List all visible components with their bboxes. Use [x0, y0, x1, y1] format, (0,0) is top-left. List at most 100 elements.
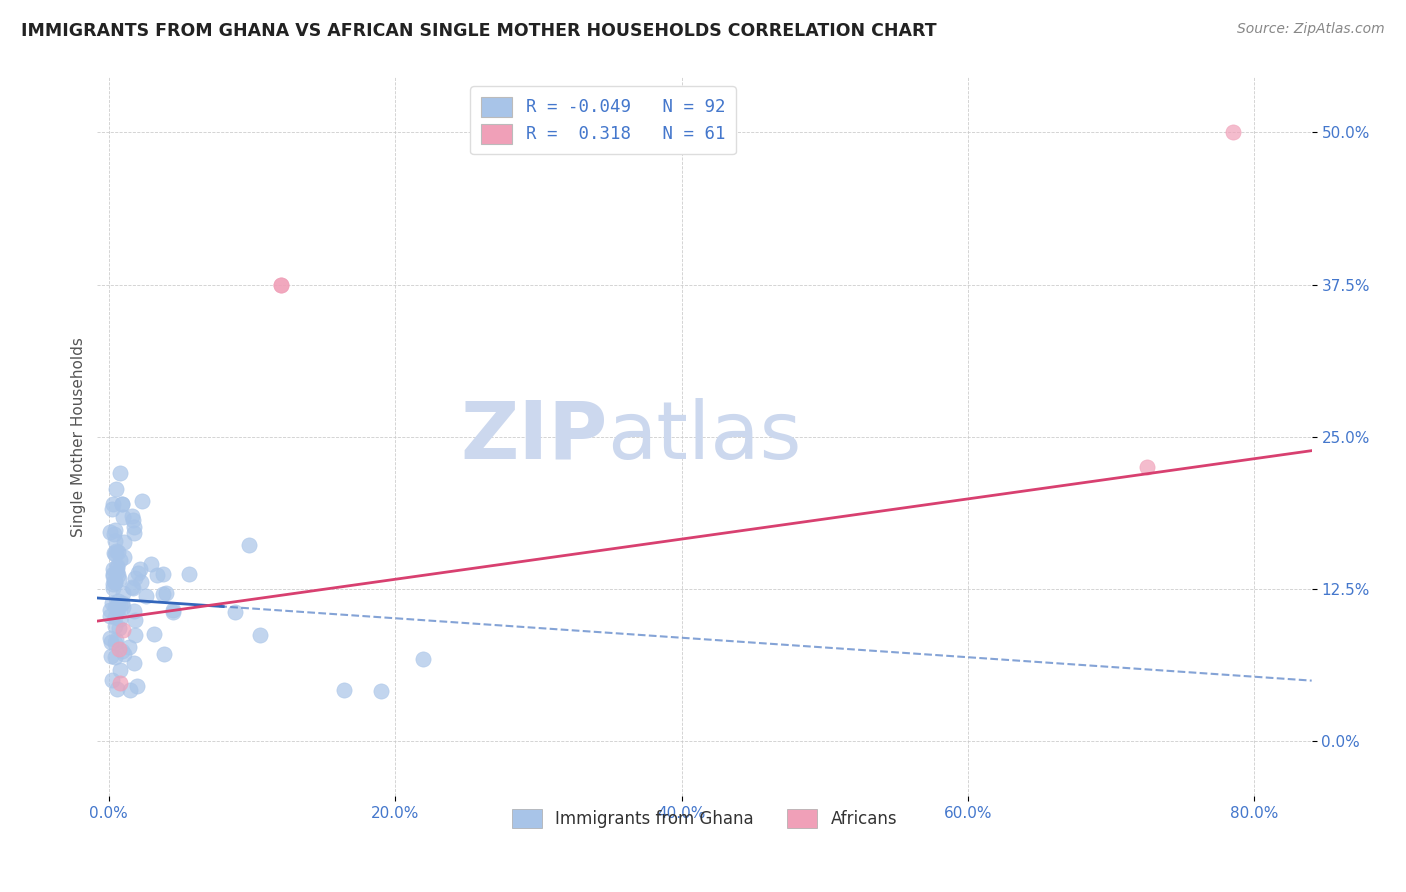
- Point: [100, 673, 122, 688]
- Point: [98, 603, 121, 617]
- Point: [98, 524, 121, 539]
- Point: [111, 497, 134, 511]
- Point: [104, 610, 127, 624]
- Point: [162, 602, 184, 616]
- Point: [332, 683, 354, 698]
- Point: [112, 535, 135, 549]
- Point: [270, 277, 292, 292]
- Point: [98, 631, 121, 645]
- Point: [112, 600, 135, 615]
- Point: [112, 647, 135, 661]
- Point: [105, 482, 128, 496]
- Point: [155, 586, 177, 600]
- Text: Source: ZipAtlas.com: Source: ZipAtlas.com: [1237, 22, 1385, 37]
- Point: [121, 581, 143, 595]
- Point: [412, 652, 434, 666]
- Point: [104, 523, 127, 537]
- Point: [108, 612, 131, 626]
- Point: [122, 656, 145, 670]
- Point: [122, 525, 145, 540]
- Point: [104, 534, 127, 549]
- Point: [105, 633, 128, 648]
- Point: [111, 509, 134, 524]
- Point: [1136, 460, 1159, 475]
- Point: [143, 627, 166, 641]
- Point: [107, 544, 129, 558]
- Y-axis label: Single Mother Households: Single Mother Households: [72, 337, 86, 537]
- Point: [112, 586, 135, 600]
- Point: [124, 604, 146, 618]
- Point: [107, 568, 129, 582]
- Point: [108, 598, 131, 612]
- Point: [127, 566, 149, 580]
- Point: [121, 508, 143, 523]
- Point: [101, 567, 124, 582]
- Point: [370, 683, 392, 698]
- Point: [125, 679, 148, 693]
- Point: [100, 501, 122, 516]
- Point: [103, 582, 125, 596]
- Text: atlas: atlas: [607, 398, 801, 475]
- Point: [111, 644, 134, 658]
- Point: [238, 538, 260, 552]
- Point: [101, 497, 124, 511]
- Point: [111, 624, 134, 638]
- Point: [131, 575, 153, 590]
- Point: [104, 650, 127, 665]
- Point: [110, 675, 132, 690]
- Point: [110, 596, 132, 610]
- Point: [108, 621, 131, 635]
- Point: [124, 613, 146, 627]
- Point: [122, 520, 145, 534]
- Point: [152, 647, 174, 661]
- Point: [103, 574, 125, 589]
- Text: ZIP: ZIP: [460, 398, 607, 475]
- Point: [105, 544, 128, 558]
- Point: [107, 566, 129, 580]
- Point: [131, 493, 153, 508]
- Point: [103, 527, 125, 541]
- Point: [224, 605, 246, 619]
- Point: [129, 561, 152, 575]
- Point: [107, 594, 129, 608]
- Point: [162, 605, 184, 619]
- Point: [107, 572, 129, 586]
- Legend: Immigrants from Ghana, Africans: Immigrants from Ghana, Africans: [505, 802, 904, 835]
- Point: [118, 640, 141, 654]
- Point: [100, 635, 122, 649]
- Point: [105, 560, 128, 574]
- Point: [1222, 125, 1244, 139]
- Point: [108, 467, 131, 481]
- Point: [103, 546, 125, 560]
- Point: [179, 566, 201, 581]
- Point: [104, 574, 127, 589]
- Point: [249, 627, 271, 641]
- Point: [139, 557, 162, 571]
- Point: [104, 619, 127, 633]
- Point: [121, 580, 143, 594]
- Point: [124, 628, 146, 642]
- Point: [146, 568, 169, 582]
- Point: [101, 569, 124, 583]
- Point: [152, 587, 174, 601]
- Point: [105, 682, 128, 697]
- Point: [152, 566, 174, 581]
- Point: [105, 601, 128, 615]
- Point: [110, 553, 132, 567]
- Point: [100, 648, 122, 663]
- Point: [101, 562, 124, 576]
- Text: IMMIGRANTS FROM GHANA VS AFRICAN SINGLE MOTHER HOUSEHOLDS CORRELATION CHART: IMMIGRANTS FROM GHANA VS AFRICAN SINGLE …: [21, 22, 936, 40]
- Point: [110, 663, 132, 677]
- Point: [104, 636, 127, 650]
- Point: [107, 602, 129, 616]
- Point: [104, 547, 127, 561]
- Point: [108, 641, 131, 656]
- Point: [104, 599, 127, 614]
- Point: [270, 277, 292, 292]
- Point: [105, 559, 128, 574]
- Point: [112, 550, 135, 565]
- Point: [121, 513, 143, 527]
- Point: [98, 609, 121, 624]
- Point: [135, 589, 157, 603]
- Point: [120, 683, 142, 698]
